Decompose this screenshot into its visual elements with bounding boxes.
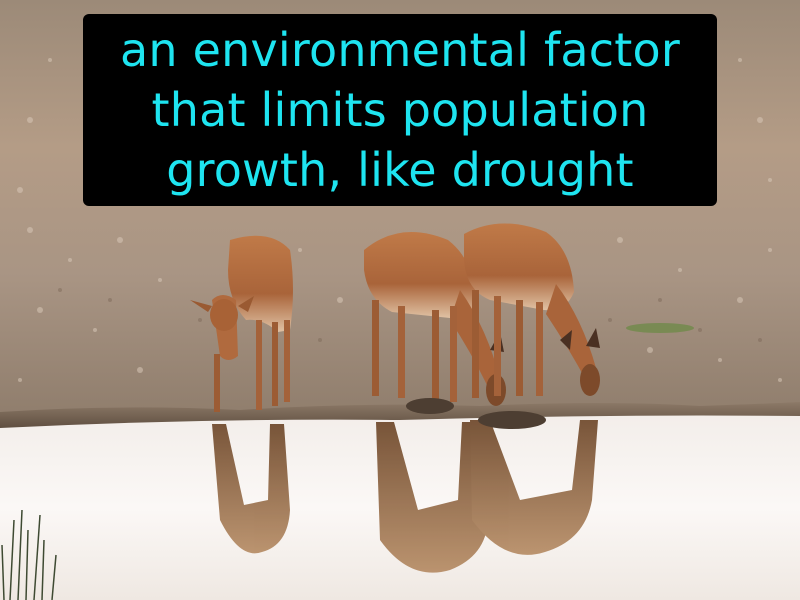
caption-box: an environmental factor that limits popu… xyxy=(83,14,717,206)
impala-reflections xyxy=(212,420,598,573)
waterside-rocks xyxy=(406,398,546,429)
gravel-stones xyxy=(17,58,782,382)
caption-text: an environmental factor that limits popu… xyxy=(120,23,680,197)
impala-left xyxy=(190,235,293,412)
impala-right xyxy=(464,223,600,398)
grass-patch xyxy=(626,323,694,333)
gravel-shadows xyxy=(58,288,762,342)
reeds xyxy=(1,509,57,600)
